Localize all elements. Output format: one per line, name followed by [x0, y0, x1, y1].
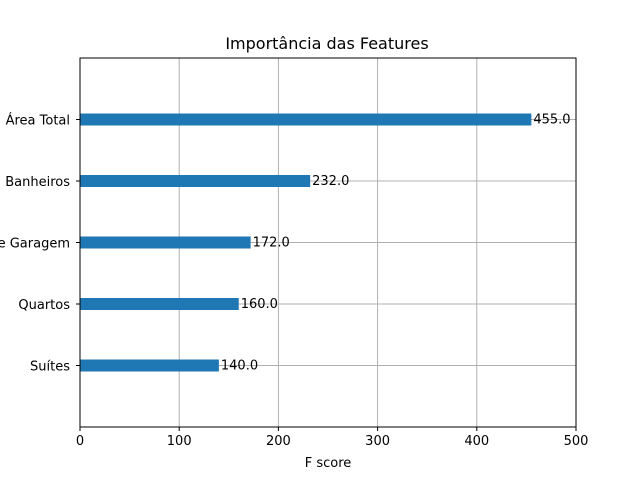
- data-label: 172.0: [253, 236, 290, 251]
- y-tick-label: Vagas de Garagem: [0, 237, 70, 252]
- data-label: 160.0: [241, 297, 278, 312]
- x-tick-label: 500: [564, 434, 589, 449]
- bar: [80, 298, 239, 310]
- x-tick-label: 300: [365, 434, 390, 449]
- y-tick-label: Suítes: [30, 360, 70, 375]
- bar: [80, 175, 311, 187]
- x-axis-ticks: 0 100 200 300 400 500: [76, 427, 589, 449]
- y-tick-label: Área Total: [6, 113, 70, 129]
- y-axis-ticks: Área Total Banheiros Vagas de Garagem Quart…: [0, 113, 80, 375]
- bar: [80, 359, 219, 372]
- data-label: 140.0: [221, 359, 258, 374]
- data-label: 232.0: [312, 174, 349, 189]
- y-tick-label: Banheiros: [5, 175, 70, 190]
- x-tick-label: 400: [464, 434, 489, 449]
- x-axis-label: F score: [305, 456, 352, 471]
- chart-title: Importância das Features: [225, 34, 428, 53]
- x-tick-label: 0: [76, 434, 84, 449]
- data-label: 455.0: [533, 113, 570, 128]
- bars: [80, 113, 532, 372]
- y-tick-label: Quartos: [18, 298, 70, 313]
- x-tick-label: 200: [266, 434, 291, 449]
- x-tick-label: 100: [167, 434, 192, 449]
- bar: [80, 236, 251, 249]
- data-labels: 455.0 232.0 172.0 160.0 140.0: [221, 113, 571, 374]
- bar: [80, 113, 532, 126]
